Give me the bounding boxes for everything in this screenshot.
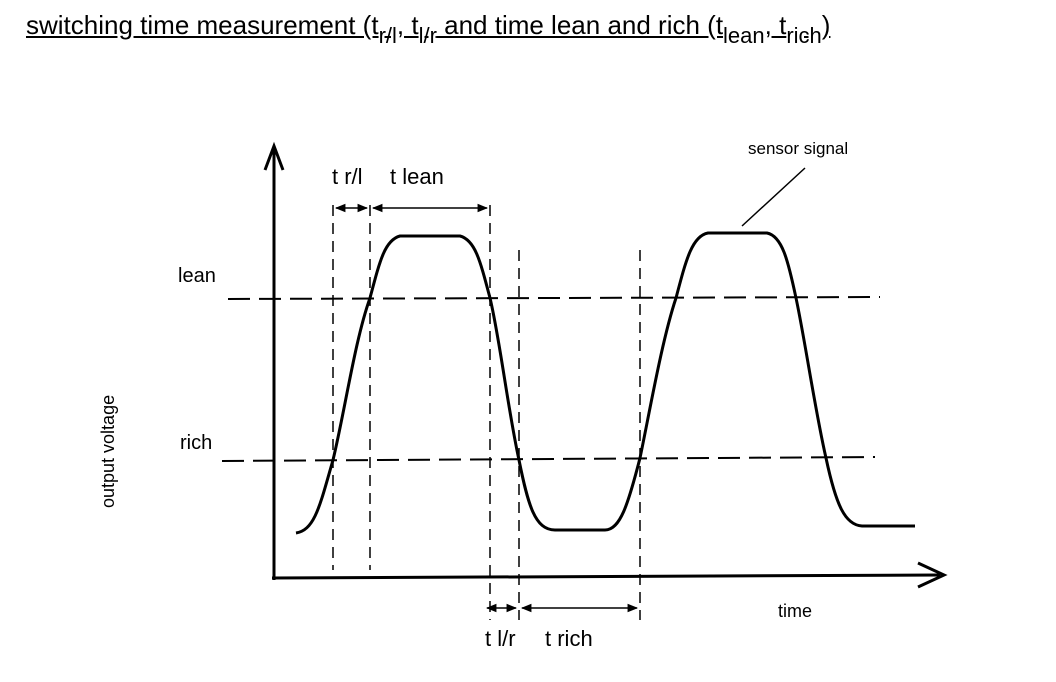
- sensor-signal-curve: [295, 231, 915, 535]
- lean-threshold-line: [227, 296, 881, 300]
- x-axis-arrowhead: [917, 561, 948, 589]
- signal-pointer-line: [741, 167, 806, 227]
- rich-level-label: rich: [180, 432, 212, 454]
- t-rl-label: t r/l: [332, 164, 363, 189]
- t-lr-label: t l/r: [485, 626, 516, 651]
- y-axis-label: output voltage: [98, 395, 118, 508]
- x-axis-label: time: [778, 601, 812, 621]
- lean-level-label: lean: [178, 265, 216, 287]
- rich-threshold-line: [221, 456, 876, 462]
- y-axis-arrowhead: [263, 141, 285, 171]
- sensor-signal-label: sensor signal: [748, 139, 848, 158]
- t-rich-label: t rich: [545, 626, 593, 651]
- diagram-title: switching time measurement (tr/l, tl/r a…: [26, 10, 831, 48]
- t-lean-label: t lean: [390, 164, 444, 189]
- x-axis: [271, 573, 941, 580]
